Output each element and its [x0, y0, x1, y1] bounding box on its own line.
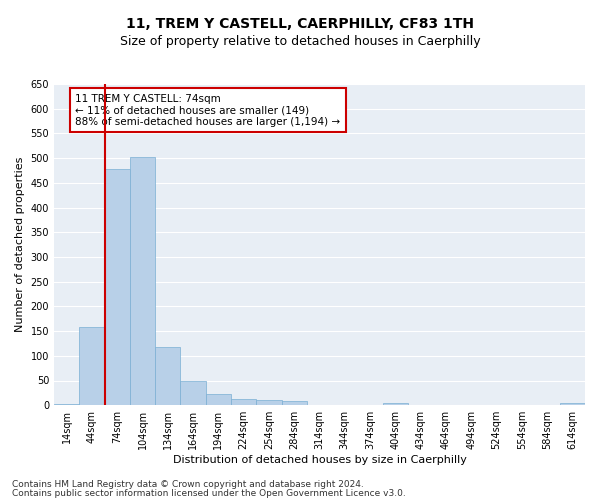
- Bar: [79, 327, 104, 405]
- Text: Contains public sector information licensed under the Open Government Licence v3: Contains public sector information licen…: [12, 489, 406, 498]
- Text: 11, TREM Y CASTELL, CAERPHILLY, CF83 1TH: 11, TREM Y CASTELL, CAERPHILLY, CF83 1TH: [126, 18, 474, 32]
- Text: Contains HM Land Registry data © Crown copyright and database right 2024.: Contains HM Land Registry data © Crown c…: [12, 480, 364, 489]
- Bar: [281, 401, 307, 405]
- Bar: [231, 400, 256, 405]
- Bar: [130, 156, 155, 405]
- Bar: [181, 381, 206, 405]
- X-axis label: Distribution of detached houses by size in Caerphilly: Distribution of detached houses by size …: [173, 455, 466, 465]
- Text: 11 TREM Y CASTELL: 74sqm
← 11% of detached houses are smaller (149)
88% of semi-: 11 TREM Y CASTELL: 74sqm ← 11% of detach…: [75, 94, 340, 127]
- Bar: [383, 402, 408, 405]
- Bar: [206, 394, 231, 405]
- Y-axis label: Number of detached properties: Number of detached properties: [15, 157, 25, 332]
- Text: Size of property relative to detached houses in Caerphilly: Size of property relative to detached ho…: [119, 35, 481, 48]
- Bar: [256, 400, 281, 405]
- Bar: [560, 403, 585, 405]
- Bar: [155, 347, 181, 405]
- Bar: [54, 404, 79, 405]
- Bar: [104, 169, 130, 405]
